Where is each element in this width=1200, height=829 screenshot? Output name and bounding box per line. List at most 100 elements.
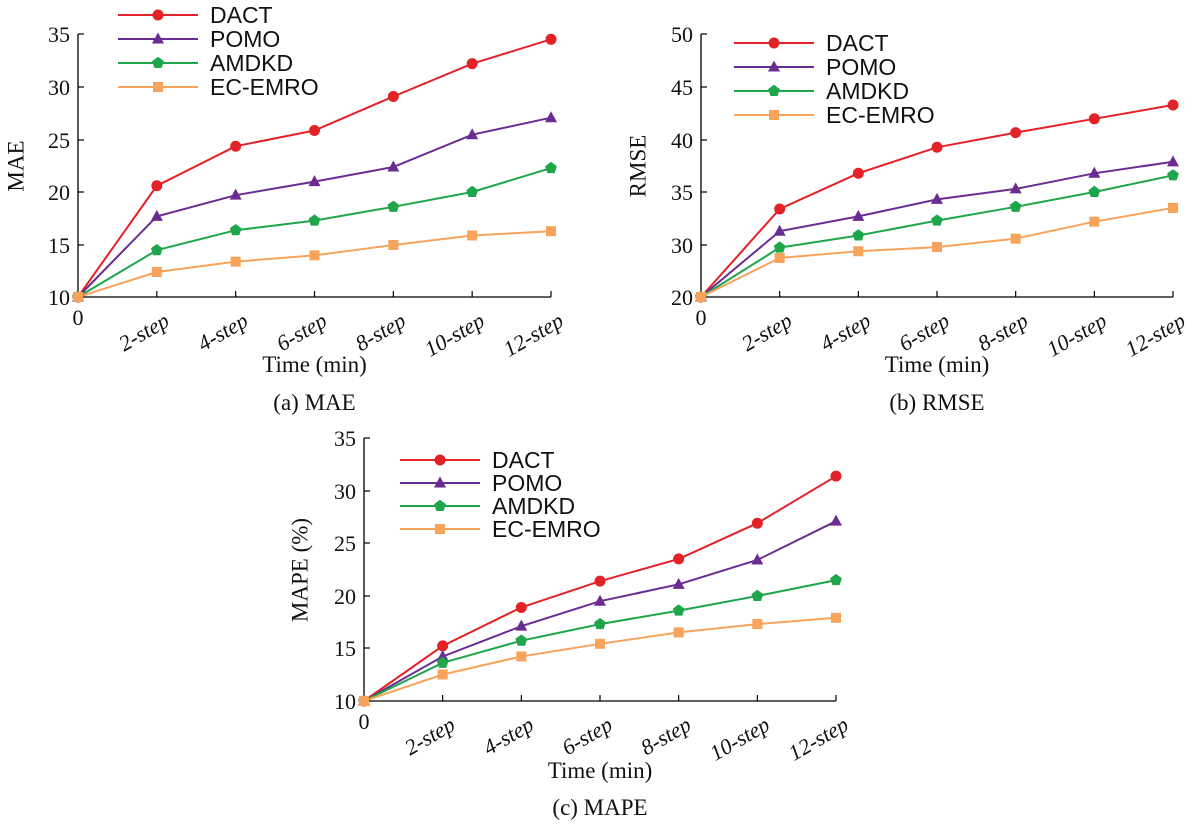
series-line-pomo	[77, 116, 552, 298]
x-tick-label: 12-step	[499, 308, 568, 362]
legend-marker	[152, 56, 164, 68]
data-point-ec-emro	[546, 226, 556, 237]
data-point-pomo	[1088, 166, 1101, 178]
data-point-ec-emro	[151, 267, 162, 278]
legend-marker	[434, 476, 446, 488]
data-point-dact	[151, 180, 163, 192]
data-point-dact	[1167, 99, 1179, 111]
y-tick-label: 20	[671, 285, 693, 310]
data-point-ec-emro	[388, 240, 399, 250]
data-point-amdkd	[229, 224, 242, 236]
legend-marker	[435, 524, 445, 534]
x-tick-label: 10-step	[1042, 308, 1111, 362]
data-point-pomo	[1009, 182, 1022, 194]
data-point-pomo	[594, 594, 606, 606]
data-point-ec-emro	[437, 669, 448, 680]
data-point-ec-emro	[831, 612, 841, 623]
legend-label: AMDKD	[826, 78, 909, 104]
legend-label: POMO	[492, 470, 562, 496]
legend-marker	[769, 110, 779, 120]
x-tick-label: 4-step	[193, 308, 252, 357]
y-tick-label: 20	[334, 584, 356, 609]
x-tick-label: 8-step	[973, 308, 1032, 357]
x-tick-label: 2-step	[114, 308, 173, 357]
data-point-amdkd	[1009, 200, 1022, 212]
y-axis-title: MAE	[3, 140, 28, 191]
data-point-pomo	[830, 514, 842, 526]
chart-panel-3: 10 15 20 25 30 35 0 2-step 4-step 6-step 8-step 10-…	[287, 426, 852, 820]
data-point-dact	[852, 167, 864, 179]
x-axis-title: Time (min)	[262, 352, 367, 377]
data-point-ec-emro	[1089, 216, 1100, 227]
y-tick-label: 50	[671, 22, 693, 47]
data-point-ec-emro	[73, 292, 83, 302]
data-point-dact	[515, 601, 527, 613]
data-point-pomo	[751, 553, 764, 565]
data-point-ec-emro	[752, 619, 763, 630]
data-point-pomo	[150, 209, 163, 221]
data-point-dact	[545, 33, 557, 45]
data-point-dact	[437, 640, 449, 652]
data-point-dact	[931, 141, 943, 153]
data-point-dact	[1088, 113, 1100, 125]
y-tick-label: 30	[334, 479, 356, 504]
y-tick-label: 35	[671, 180, 693, 205]
legend-label: POMO	[210, 26, 280, 52]
data-point-amdkd	[773, 241, 786, 253]
y-tick-label: 35	[48, 22, 70, 47]
data-point-ec-emro	[309, 250, 320, 261]
legend-label: DACT	[492, 447, 555, 473]
x-axis-title: Time (min)	[548, 758, 653, 783]
data-point-amdkd	[672, 604, 685, 616]
x-tick-label: 0	[73, 305, 84, 330]
y-tick-label: 30	[48, 75, 70, 100]
data-point-ec-emro	[853, 246, 864, 257]
chart-panel-1: 10 15 20 25 30 35 0 2-step 4-step 6-step 8-step 10-…	[3, 2, 567, 415]
x-tick-label: 12-step	[1121, 308, 1190, 362]
data-point-amdkd	[466, 185, 479, 197]
data-point-ec-emro	[516, 651, 527, 662]
data-point-dact	[594, 575, 606, 587]
data-point-amdkd	[751, 589, 764, 601]
data-point-dact	[830, 470, 842, 482]
data-point-amdkd	[1167, 169, 1179, 181]
data-point-ec-emro	[230, 256, 241, 267]
data-point-pomo	[773, 224, 786, 236]
data-point-amdkd	[830, 573, 842, 586]
data-point-amdkd	[852, 229, 865, 241]
y-tick-label: 30	[671, 233, 693, 258]
legend-label: EC-EMRO	[210, 74, 319, 100]
data-point-pomo	[436, 649, 449, 661]
data-point-ec-emro	[774, 253, 785, 263]
data-point-ec-emro	[359, 696, 369, 706]
legend-marker	[768, 84, 780, 96]
y-tick-label: 10	[334, 689, 356, 714]
legend-label: AMDKD	[492, 493, 575, 519]
y-tick-label: 25	[48, 128, 70, 153]
y-tick-label: 35	[334, 426, 356, 451]
legend-marker	[434, 454, 446, 466]
data-point-amdkd	[515, 634, 528, 646]
data-point-ec-emro	[673, 627, 684, 638]
y-tick-label: 25	[334, 531, 356, 556]
data-point-dact	[774, 203, 786, 215]
data-point-amdkd	[387, 200, 400, 212]
legend-label: EC-EMRO	[826, 102, 935, 128]
series-line-ec-emro	[363, 616, 837, 702]
data-point-pomo	[852, 209, 865, 221]
y-tick-label: 40	[671, 128, 693, 153]
x-tick-label: 6-step	[894, 308, 953, 357]
x-axis-title: Time (min)	[885, 352, 990, 377]
x-tick-label: 0	[696, 305, 707, 330]
data-point-amdkd	[308, 214, 321, 226]
series-line-pomo	[363, 520, 837, 702]
x-tick-label: 4-step	[816, 308, 875, 357]
legend-label: DACT	[826, 30, 889, 56]
x-tick-label: 4-step	[479, 712, 538, 761]
legend-marker	[152, 32, 164, 44]
x-tick-label: 8-step	[636, 712, 695, 761]
data-point-amdkd	[545, 161, 557, 174]
data-point-dact	[1010, 127, 1022, 139]
legend-marker	[153, 82, 163, 92]
